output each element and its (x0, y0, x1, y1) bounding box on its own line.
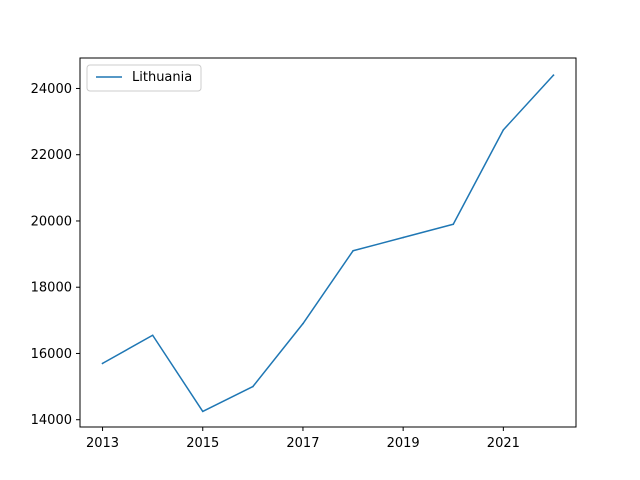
data-point-2016 (252, 385, 254, 388)
y-tick-label-20000: 20000 (31, 214, 72, 229)
data-point-2018 (352, 249, 354, 252)
x-tick-label-2013: 2013 (86, 436, 119, 451)
legend-box (86, 64, 202, 92)
x-tick-label-2021: 2021 (487, 436, 520, 451)
y-tick-label-22000: 22000 (31, 148, 72, 163)
data-point-2020 (452, 223, 455, 226)
series-line-0 (101, 74, 555, 413)
data-point-2014 (151, 334, 154, 337)
data-point-2021 (502, 129, 505, 131)
data-point-2019 (402, 236, 404, 239)
x-tick-label-2015: 2015 (186, 436, 219, 451)
legend: Lithuania (86, 64, 202, 92)
data-point-2013 (101, 362, 104, 365)
y-tick-label-24000: 24000 (31, 82, 72, 97)
legend-label: Lithuania (132, 70, 192, 85)
series-layer (101, 74, 555, 413)
data-point-2022 (552, 74, 555, 77)
x-axis: 2013 2015 2017 2019 2021 (86, 427, 520, 451)
y-tick-label-14000: 14000 (31, 413, 72, 428)
y-tick-label-18000: 18000 (31, 281, 72, 296)
x-tick-label-2019: 2019 (387, 436, 420, 451)
y-tick-label-16000: 16000 (31, 347, 72, 362)
data-point-2015 (201, 410, 204, 413)
x-tick-label-2017: 2017 (286, 436, 319, 451)
data-point-2017 (302, 322, 304, 325)
y-axis: 14000 16000 18000 20000 22000 24000 (31, 82, 80, 428)
plot-area-frame (79, 57, 577, 428)
